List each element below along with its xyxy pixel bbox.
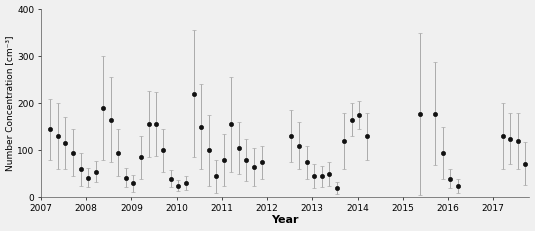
Y-axis label: Number Concentration [cm⁻³]: Number Concentration [cm⁻³] xyxy=(5,36,14,171)
X-axis label: Year: Year xyxy=(271,216,299,225)
